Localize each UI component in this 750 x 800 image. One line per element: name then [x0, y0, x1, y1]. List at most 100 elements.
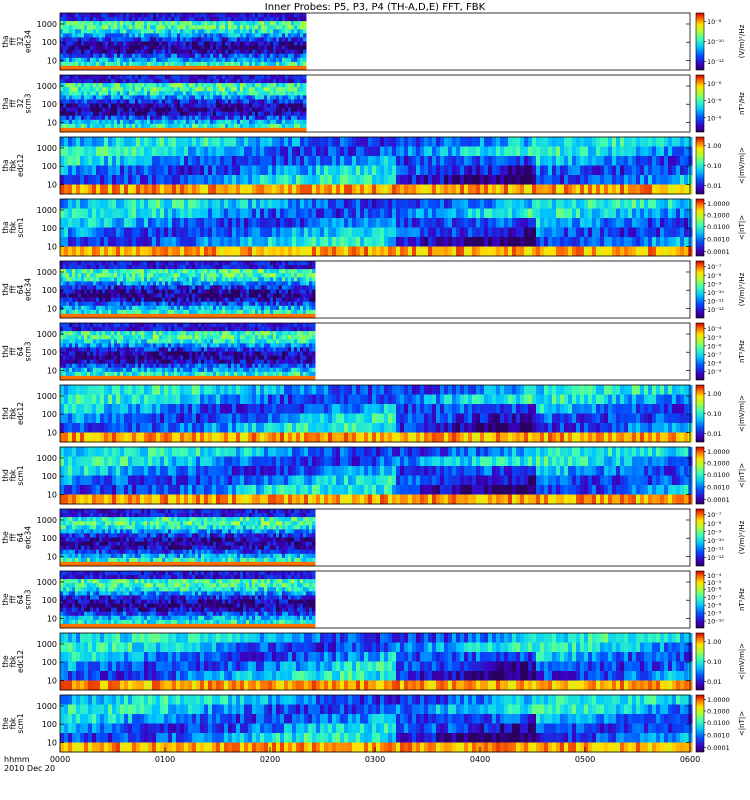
colorbar-tick-label: 0.0100: [707, 719, 730, 727]
panel-label: thafbkedc12: [1, 154, 25, 177]
panel-spectrogram: [60, 385, 693, 443]
panel-the-fbk-scm1: 1000 100 10 thefbkscm1 1.0000 0.1000 0.0100 0.0…: [1, 694, 746, 753]
colorbar-tick-label: 0.1000: [707, 211, 730, 219]
panel-label: thdfff64edc34: [1, 278, 33, 301]
panel-thd-fff-64-edc34: 100010010thdfff64edc3410⁻⁷10⁻⁸10⁻⁹10⁻¹⁰1…: [1, 260, 746, 319]
x-tick-label: 0100: [155, 755, 175, 764]
colorbar-tick-label: 0.0010: [707, 731, 730, 739]
panel-the-fbk-edc12: 1000 100 10 thefbkedc12 1.00 0.10 0.01 <|mV/m|>: [1, 632, 746, 691]
colorbar: [695, 74, 705, 133]
y-tick-label: 1000: [37, 144, 57, 153]
colorbar-tick-label: 1.00: [707, 638, 721, 646]
y-tick-label: 1000: [37, 268, 57, 277]
panel-label: thafbkscm1: [1, 217, 25, 237]
colorbar-unit-label: <|mV/m|>: [738, 147, 746, 184]
y-tick-label: 10: [47, 676, 57, 685]
panel-frame: [59, 508, 691, 567]
y-tick-label: 10: [47, 614, 57, 623]
y-tick-label: 100: [42, 224, 57, 233]
y-tick-label: 100: [42, 534, 57, 543]
panel-tha-fbk-scm1: 1000 100 10 thafbkscm1 1.0000 0.1000 0.0100 0.0…: [1, 198, 746, 257]
colorbar-tick-label: 0.0001: [707, 248, 730, 256]
colorbar: [695, 322, 705, 381]
colorbar-tick-label: 10⁻⁶: [707, 586, 722, 594]
panel-frame: [59, 260, 691, 319]
panel-thd-fff-64-scm3: 100010010thdfff64scm310⁻⁴10⁻⁵10⁻⁶10⁻⁷10⁻…: [1, 322, 746, 381]
panel-frame: [59, 136, 691, 195]
panel-spectrogram: [60, 633, 693, 691]
y-tick-label: 10: [47, 490, 57, 499]
colorbar-tick-label: 10⁻⁸: [707, 359, 722, 367]
colorbar-unit-label: <|nT|>: [738, 711, 746, 736]
panel-spectrogram: [60, 571, 316, 629]
colorbar-tick-label: 0.10: [707, 658, 721, 666]
y-tick-label: 100: [42, 286, 57, 295]
colorbar-tick-label: 0.0100: [707, 471, 730, 479]
panel-the-fff-64-edc34: 100010010thefff64edc3410⁻⁷10⁻⁸10⁻⁹10⁻¹⁰1…: [1, 508, 746, 567]
panel-frame: [59, 632, 691, 691]
y-tick-label: 10: [47, 304, 57, 313]
colorbar-tick-label: 10⁻⁷: [707, 351, 722, 359]
colorbar-tick-label: 10⁻¹⁰: [707, 289, 724, 297]
colorbar-tick-label: 10⁻¹²: [707, 58, 724, 66]
colorbar-tick-label: 10⁻¹⁰: [707, 537, 724, 545]
colorbar-unit-label: (V/m)²/Hz: [738, 272, 746, 306]
colorbar: [695, 446, 705, 505]
colorbar-tick-label: 10⁻⁹: [707, 528, 722, 536]
panel-spectrogram: [60, 199, 693, 257]
colorbar-tick-label: 0.01: [707, 430, 721, 438]
panel-frame: [59, 198, 691, 257]
colorbar-tick-label: 1.00: [707, 390, 721, 398]
colorbar-tick-label: 0.0010: [707, 483, 730, 491]
panel-spectrogram: [60, 509, 316, 567]
panel-frame: [59, 384, 691, 443]
colorbar-tick-label: 10⁻⁶: [707, 97, 722, 105]
colorbar-unit-label: nT²/Hz: [738, 92, 746, 115]
colorbar: [695, 632, 705, 691]
y-tick-label: 1000: [37, 330, 57, 339]
y-tick-label: 100: [42, 410, 57, 419]
y-tick-label: 10: [47, 428, 57, 437]
y-tick-label: 1000: [37, 640, 57, 649]
colorbar-tick-label: 0.0100: [707, 223, 730, 231]
x-axis-date-label: 2010 Dec 20: [4, 764, 55, 773]
colorbar-tick-label: 10⁻⁴: [707, 325, 722, 333]
x-tick-label: 0200: [260, 755, 280, 764]
x-axis-corner-label: hhmm: [4, 755, 30, 764]
panel-label: thefbkscm1: [1, 713, 25, 733]
panel-frame: [59, 446, 691, 505]
colorbar-unit-label: nT²/Hz: [738, 588, 746, 611]
y-tick-label: 100: [42, 720, 57, 729]
y-tick-label: 100: [42, 38, 57, 47]
panel-label: thdfbkscm1: [1, 465, 25, 485]
colorbar-tick-label: 10⁻⁴: [707, 572, 722, 580]
panel-spectrogram: [60, 261, 316, 319]
colorbar: [695, 12, 705, 71]
colorbar-tick-label: 10⁻⁷: [707, 263, 722, 271]
y-tick-label: 10: [47, 738, 57, 747]
y-tick-label: 100: [42, 100, 57, 109]
y-tick-label: 100: [42, 658, 57, 667]
colorbar: [695, 694, 705, 753]
colorbar-tick-label: 10⁻⁸: [707, 602, 722, 610]
colorbar-tick-label: 0.10: [707, 410, 721, 418]
figure-title: Inner Probes: P5, P3, P4 (TH-A,D,E) FFT,…: [265, 2, 486, 13]
colorbar-tick-label: 10⁻⁵: [707, 579, 722, 587]
colorbar-unit-label: (V/m)²/Hz: [738, 24, 746, 58]
colorbar-tick-label: 1.00: [707, 142, 721, 150]
panel-spectrogram: [60, 323, 316, 381]
x-tick-label: 0500: [575, 755, 595, 764]
y-tick-label: 10: [47, 366, 57, 375]
colorbar: [695, 384, 705, 443]
colorbar-tick-label: 0.01: [707, 678, 721, 686]
colorbar: [695, 570, 705, 629]
y-tick-label: 10: [47, 118, 57, 127]
y-tick-label: 1000: [37, 454, 57, 463]
panel-frame: [59, 74, 691, 133]
colorbar-tick-label: 0.10: [707, 162, 721, 170]
colorbar-tick-label: 0.1000: [707, 707, 730, 715]
y-tick-label: 1000: [37, 206, 57, 215]
colorbar-unit-label: <|nT|>: [738, 215, 746, 240]
panel-the-fff-64-scm3: 100010010thefff64scm310⁻⁴10⁻⁵10⁻⁶10⁻⁷10⁻…: [1, 570, 746, 629]
y-tick-label: 1000: [37, 578, 57, 587]
